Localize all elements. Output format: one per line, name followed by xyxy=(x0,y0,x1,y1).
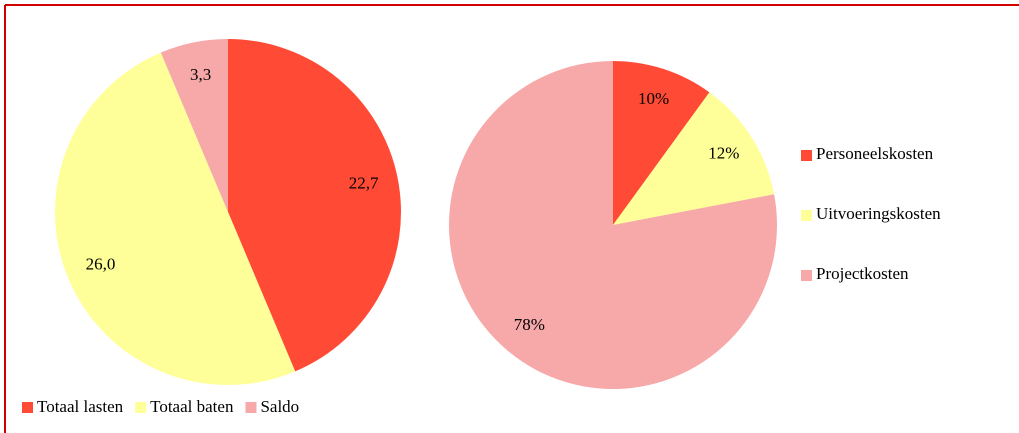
legend-swatch xyxy=(245,402,257,413)
legend-label: Totaal lasten xyxy=(37,397,124,416)
pie-slice xyxy=(54,52,296,386)
legend-label: Personeelskosten xyxy=(816,144,934,163)
pie-slice xyxy=(448,61,777,389)
legend-swatch xyxy=(801,150,812,161)
legend-label: Projectkosten xyxy=(816,264,909,283)
legend-swatch xyxy=(135,402,147,413)
pie-slice xyxy=(613,92,775,225)
legend-swatch xyxy=(801,270,812,281)
legend-label: Saldo xyxy=(260,397,299,416)
data-label: 22,7 xyxy=(349,173,379,192)
legend-label: Totaal baten xyxy=(150,397,234,416)
legend-swatch xyxy=(22,402,33,413)
legend-label: Uitvoeringskosten xyxy=(816,204,941,223)
data-label: 78% xyxy=(514,315,545,334)
pie-slice xyxy=(160,39,228,212)
pie-slice xyxy=(228,39,401,372)
data-label: 10% xyxy=(638,89,669,108)
data-label: 26,0 xyxy=(86,255,116,274)
data-label: 3,3 xyxy=(190,65,211,84)
legend-swatch xyxy=(801,210,812,221)
data-label: 12% xyxy=(708,144,739,163)
pie-slice xyxy=(613,61,710,225)
